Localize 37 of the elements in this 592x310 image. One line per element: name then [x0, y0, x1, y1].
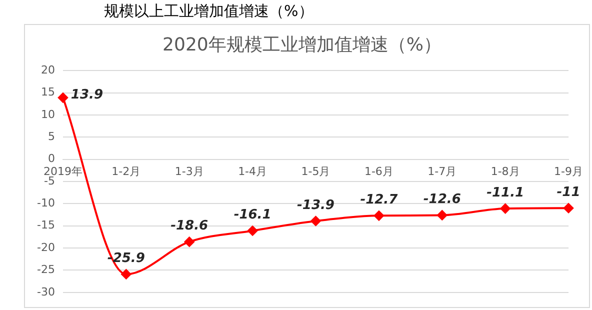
data-label: 13.9 — [70, 88, 104, 103]
x-tick-label: 1-7月 — [428, 164, 457, 178]
x-tick-label: 1-4月 — [238, 164, 268, 178]
y-tick-label: -25 — [37, 263, 55, 276]
chart-subtitle: 2020年规模工业增加值增速（%） — [162, 34, 442, 56]
point — [248, 226, 258, 236]
point — [564, 203, 574, 214]
point — [121, 269, 132, 280]
y-tick-label: -30 — [37, 285, 55, 298]
y-tick-label: 0 — [48, 152, 55, 166]
point — [310, 216, 321, 226]
x-tick-label: 1-6月 — [364, 164, 394, 178]
y-tick-label: -15 — [37, 218, 55, 232]
y-tick-label: 15 — [40, 86, 55, 99]
point — [374, 210, 384, 221]
x-tick-label: 1-9月 — [554, 164, 583, 178]
x-tick-label: 1-2月 — [112, 164, 141, 178]
x-tick-label: 1-3月 — [174, 164, 204, 178]
x-tick-label: 1-5月 — [301, 164, 330, 178]
y-tick-label: -10 — [37, 196, 55, 210]
data-label: -11.1 — [486, 185, 524, 200]
x-tick-label: 1-8月 — [490, 164, 520, 178]
point — [184, 236, 194, 247]
data-label: -11 — [556, 184, 580, 200]
y-tick-label: 5 — [48, 130, 55, 143]
y-tick-label: 10 — [40, 108, 55, 121]
y-tick-label: -20 — [37, 240, 55, 254]
chart-title: 规模以上工业增加值增速（%） — [104, 2, 314, 21]
data-label: -16.1 — [234, 208, 272, 223]
point — [58, 92, 68, 103]
point — [500, 204, 510, 214]
data-label: -12.7 — [360, 192, 399, 208]
y-tick-label: 20 — [40, 63, 55, 76]
data-label: -18.6 — [170, 218, 208, 234]
data-label: -13.9 — [297, 198, 334, 213]
point — [437, 210, 448, 220]
data-label: -12.6 — [423, 192, 461, 208]
